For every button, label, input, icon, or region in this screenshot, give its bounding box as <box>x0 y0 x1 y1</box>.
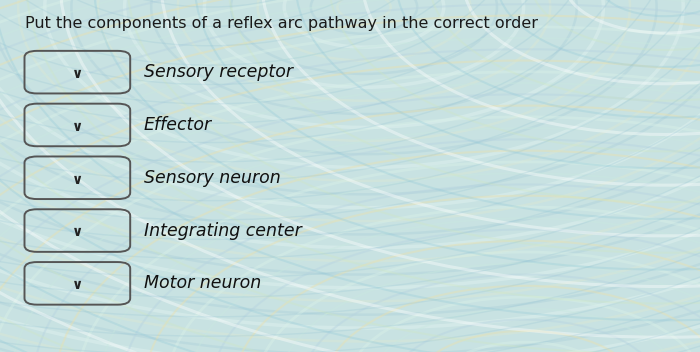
Text: Sensory receptor: Sensory receptor <box>144 63 293 81</box>
Text: ∨: ∨ <box>71 120 83 134</box>
Text: Effector: Effector <box>144 116 211 134</box>
Text: ∨: ∨ <box>71 172 83 187</box>
Text: ∨: ∨ <box>71 225 83 239</box>
Text: Sensory neuron: Sensory neuron <box>144 169 280 187</box>
Text: ∨: ∨ <box>71 67 83 81</box>
Text: ∨: ∨ <box>71 278 83 292</box>
Text: Motor neuron: Motor neuron <box>144 274 260 293</box>
Text: Put the components of a reflex arc pathway in the correct order: Put the components of a reflex arc pathw… <box>25 16 538 31</box>
Text: Integrating center: Integrating center <box>144 221 301 240</box>
